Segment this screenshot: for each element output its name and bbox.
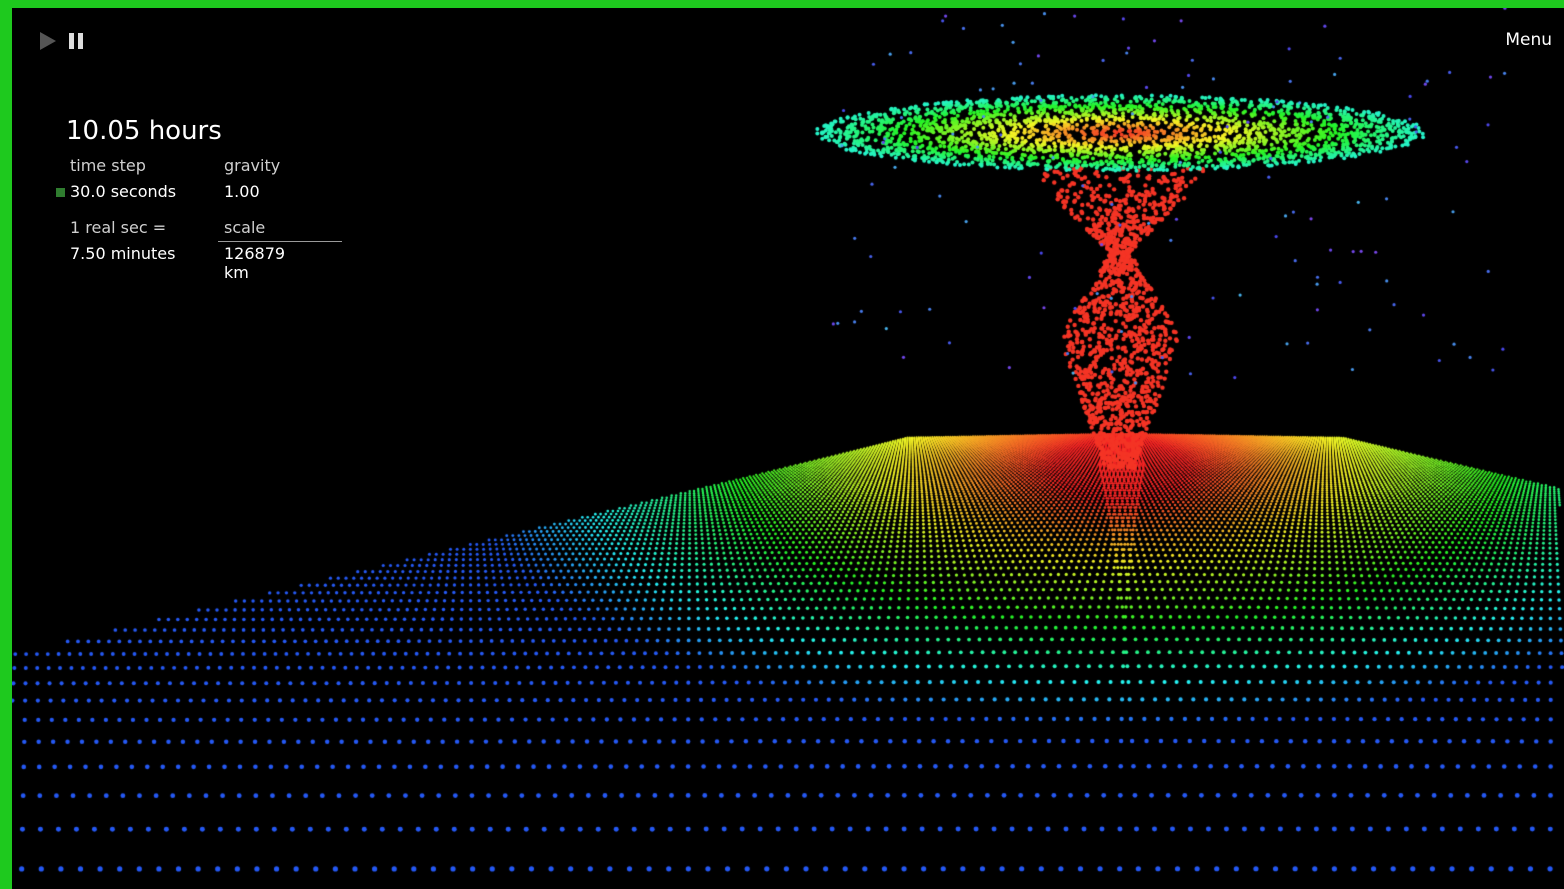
stats-panel: 10.05 hours time step gravity 30.0 secon… [54, 116, 222, 270]
pause-icon[interactable] [64, 28, 90, 54]
time-step-indicator [56, 188, 65, 197]
time-step-value[interactable]: 30.0 seconds [70, 182, 176, 201]
gravity-label: gravity [224, 156, 280, 175]
menu-button[interactable]: Menu [1505, 30, 1552, 50]
time-step-label: time step [70, 156, 146, 175]
play-icon[interactable] [34, 28, 60, 54]
scale-label: scale [224, 218, 265, 237]
real-sec-label: 1 real sec = [70, 218, 166, 237]
gravity-value[interactable]: 1.00 [224, 182, 260, 201]
scale-divider [218, 241, 342, 242]
particle-simulation-viewport[interactable] [12, 8, 1564, 889]
elapsed-time: 10.05 hours [66, 116, 222, 146]
scale-value: 126879 km [224, 244, 285, 282]
real-sec-value: 7.50 minutes [70, 244, 175, 263]
